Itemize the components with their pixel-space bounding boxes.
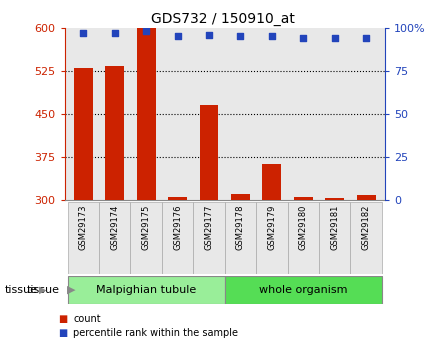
Bar [137,27,156,200]
Point [299,35,307,41]
Point [363,35,370,41]
Text: ▶: ▶ [39,285,46,295]
Point [206,32,213,37]
Bar [130,202,162,274]
Text: ■: ■ [58,328,67,338]
Bar [350,202,382,274]
Text: count: count [73,314,101,324]
Text: GSM29178: GSM29178 [236,205,245,250]
Text: GSM29179: GSM29179 [267,205,276,250]
Bar [319,202,350,274]
Bar [287,202,319,274]
Bar [68,202,99,274]
Bar [263,165,281,200]
Point [331,35,338,41]
Bar [356,196,376,200]
Text: ■: ■ [58,314,67,324]
Point [111,30,118,36]
Bar [162,202,193,274]
Text: GDS732 / 150910_at: GDS732 / 150910_at [150,12,295,26]
Bar [225,202,256,274]
Text: Malpighian tubule: Malpighian tubule [96,285,196,295]
Bar [105,66,124,200]
Text: GSM29175: GSM29175 [142,205,151,250]
Text: GSM29177: GSM29177 [205,205,214,250]
Bar [325,198,344,200]
Text: GSM29182: GSM29182 [362,205,371,250]
Bar [294,197,313,200]
Text: tissue: tissue [27,285,60,295]
Bar [256,202,287,274]
Text: GSM29176: GSM29176 [173,205,182,250]
Point [174,33,181,39]
Text: GSM29181: GSM29181 [330,205,339,250]
Bar [68,276,225,304]
Bar [99,202,130,274]
Point [237,33,244,39]
Text: tissue: tissue [4,285,37,295]
Bar [225,276,382,304]
Text: ▶: ▶ [67,285,75,295]
Point [143,28,150,34]
Bar [193,202,225,274]
Bar [168,197,187,200]
Text: GSM29180: GSM29180 [299,205,308,250]
Bar [231,194,250,200]
Text: percentile rank within the sample: percentile rank within the sample [73,328,239,338]
Text: GSM29173: GSM29173 [79,205,88,250]
Text: whole organism: whole organism [259,285,348,295]
Point [80,30,87,36]
Point [268,33,275,39]
Text: GSM29174: GSM29174 [110,205,119,250]
Bar [200,105,218,200]
Bar [74,68,93,200]
